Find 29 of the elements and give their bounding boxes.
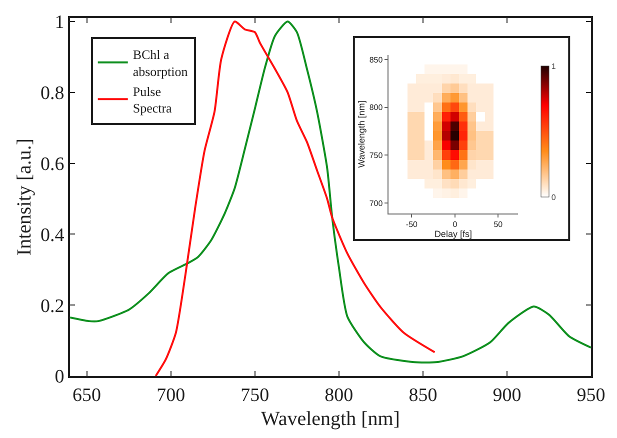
line-series [70, 20, 591, 364]
legend-label: BChl a absorption [132, 46, 188, 79]
x-tick-label: 0 [452, 220, 458, 230]
y-tick-label: 0.4 [40, 224, 65, 246]
x-tick-label: 950 [576, 384, 606, 406]
legend-label: Pulse Spectra [132, 84, 172, 116]
color-bar-label: 1 [551, 62, 556, 72]
x-tick-label: 800 [324, 384, 354, 406]
y-tick-label: 0.6 [40, 154, 64, 175]
y-tick-label: 0 [54, 366, 64, 388]
x-axis-title: Delay [fs] [434, 229, 472, 240]
y-tick-label: 800 [369, 103, 384, 112]
y-tick-label: 0.8 [40, 83, 64, 104]
x-tick-label: 700 [156, 384, 186, 406]
y-tick-label: 1 [54, 12, 64, 34]
y-axis-title: Intensity [a.u.] [13, 138, 36, 256]
x-tick-label: -50 [406, 220, 418, 230]
y-tick-label: 0.2 [40, 296, 64, 317]
y-axis-title: Wavelength [nm] [356, 100, 367, 168]
y-tick-label: 750 [369, 150, 384, 160]
x-axis-title: Wavelength [nm] [261, 408, 400, 430]
x-tick-label: 900 [492, 384, 522, 406]
y-tick-label: 850 [369, 55, 384, 64]
x-tick-label: 50 [494, 220, 504, 230]
x-tick-label: 650 [72, 384, 102, 406]
color-bar-label: 0 [551, 193, 556, 202]
y-tick-label: 700 [369, 198, 384, 208]
x-tick-label: 850 [408, 384, 438, 406]
x-tick-label: 750 [240, 384, 270, 406]
